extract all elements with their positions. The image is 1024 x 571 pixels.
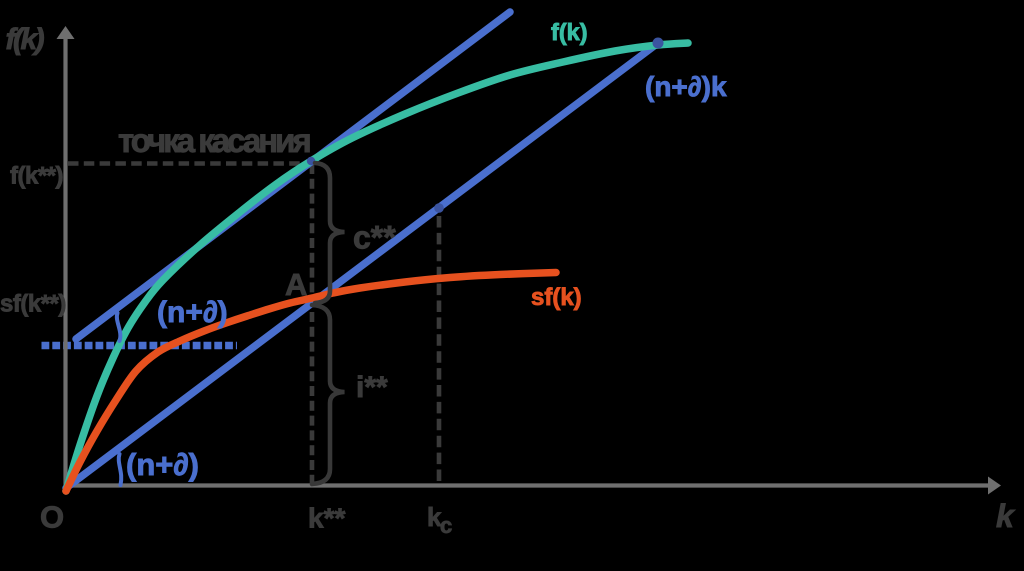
svg-text:f(k): f(k) xyxy=(6,23,45,56)
svg-text:sf(k): sf(k) xyxy=(531,284,582,311)
svg-text:k: k xyxy=(427,502,442,532)
svg-text:k: k xyxy=(996,498,1016,534)
svg-text:c**: c** xyxy=(353,220,396,256)
svg-text:A: A xyxy=(285,267,307,302)
svg-text:c: c xyxy=(440,513,452,538)
svg-text:sf(k**): sf(k**) xyxy=(0,291,66,318)
svg-text:i**: i** xyxy=(356,371,388,404)
svg-text:(n+∂): (n+∂) xyxy=(157,296,228,329)
svg-text:f(k**): f(k**) xyxy=(10,163,63,190)
svg-text:(n+∂): (n+∂) xyxy=(126,447,199,482)
svg-text:O: O xyxy=(40,500,64,535)
svg-text:точка касания: точка касания xyxy=(118,122,309,159)
svg-text:k**: k** xyxy=(308,503,345,534)
svg-text:f(k): f(k) xyxy=(551,19,588,45)
svg-text:(n+∂)k: (n+∂)k xyxy=(645,71,727,102)
